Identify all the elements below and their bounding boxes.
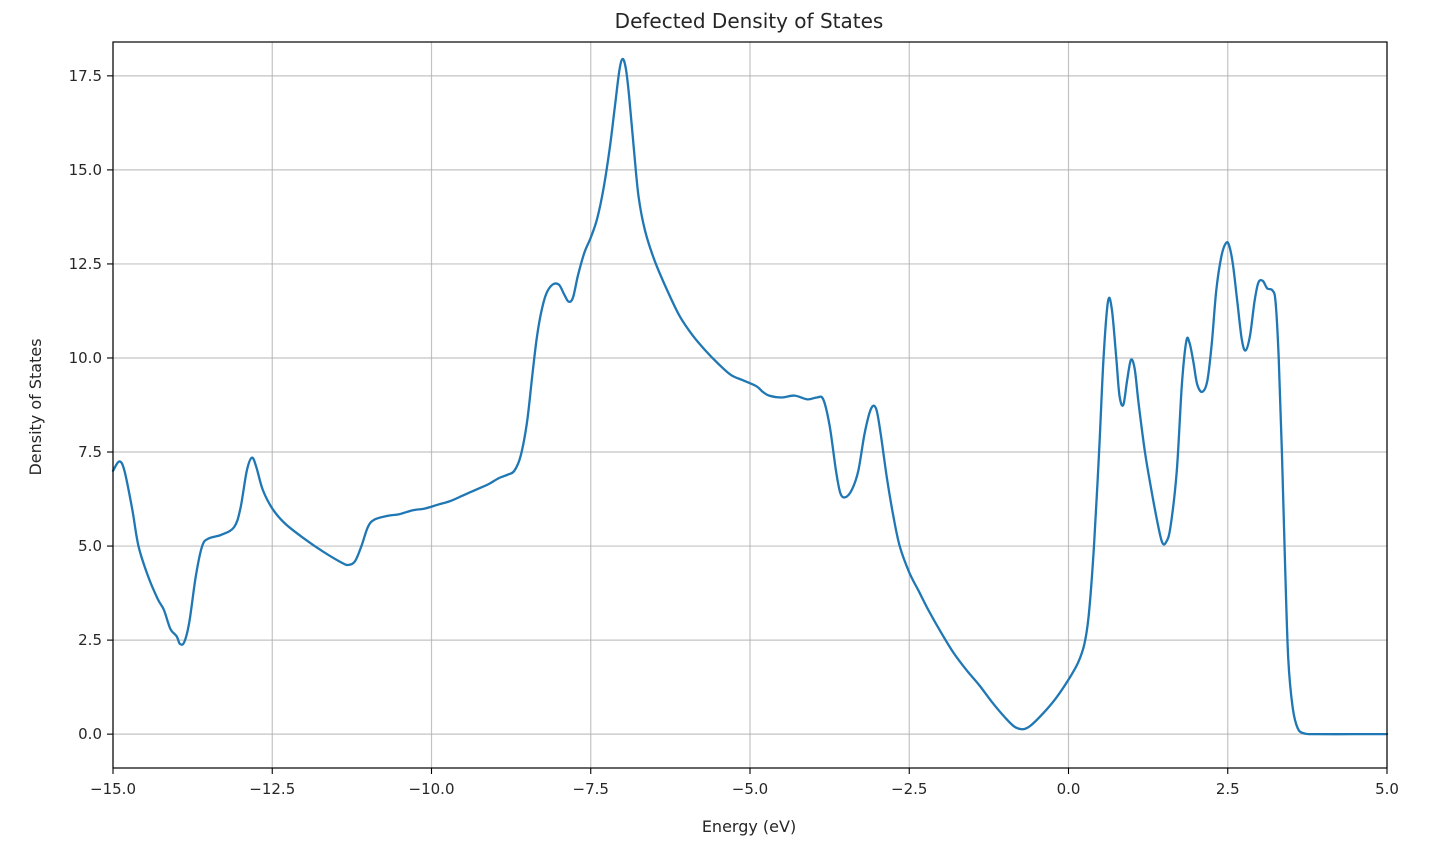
x-tick-label: −7.5 — [573, 780, 609, 798]
y-tick-label: 12.5 — [69, 255, 102, 273]
x-tick-label: −2.5 — [891, 780, 927, 798]
x-tick-label: 2.5 — [1216, 780, 1240, 798]
y-tick-label: 0.0 — [78, 725, 102, 743]
y-tick-label: 5.0 — [78, 537, 102, 555]
y-tick-label: 2.5 — [78, 631, 102, 649]
grid — [112, 42, 1388, 768]
y-tick-label: 7.5 — [78, 443, 102, 461]
series-line-dos — [111, 57, 1389, 736]
y-tick-label: 10.0 — [69, 349, 102, 367]
y-axis-label: Density of States — [26, 338, 45, 475]
chart-title: Defected Density of States — [615, 9, 884, 33]
x-tick-label: −12.5 — [249, 780, 295, 798]
x-tick-label: −10.0 — [409, 780, 455, 798]
x-tick-label: −5.0 — [732, 780, 768, 798]
axis-ticks: −15.0 −12.5 −10.0 −7.5 −5.0 −2.5 0.0 2.5 5.0 0.0 2… — [69, 67, 1399, 798]
y-tick-label: 17.5 — [69, 67, 102, 85]
x-tick-label: −15.0 — [90, 780, 136, 798]
x-tick-label: 0.0 — [1057, 780, 1081, 798]
x-axis-label: Energy (eV) — [702, 817, 796, 836]
x-tick-label: 5.0 — [1375, 780, 1399, 798]
y-tick-label: 15.0 — [69, 161, 102, 179]
